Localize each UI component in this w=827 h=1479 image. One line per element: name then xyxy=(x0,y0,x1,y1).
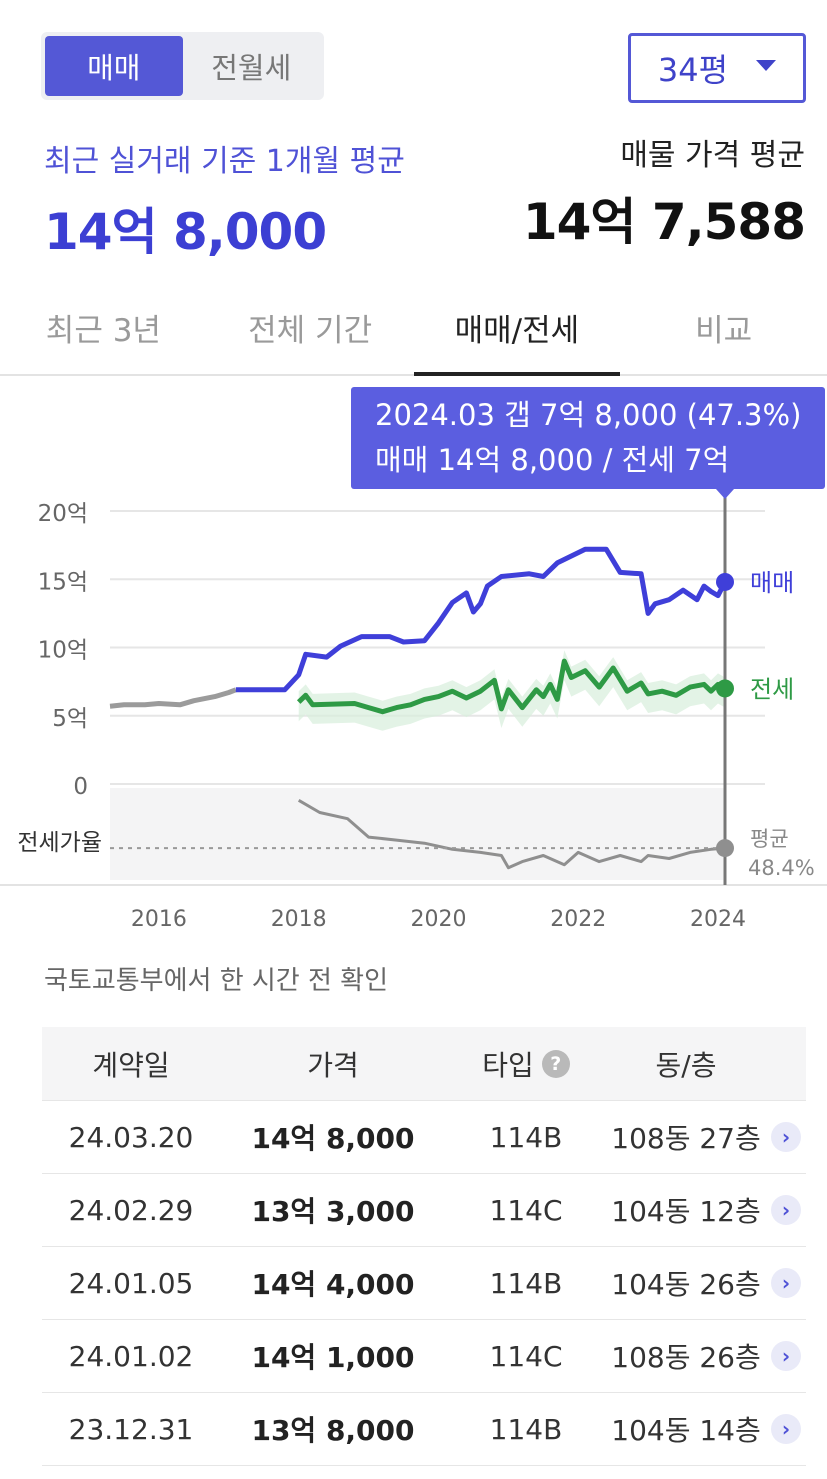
ratio-average-value: 48.4% xyxy=(748,856,815,880)
tab-compare[interactable]: 비교 xyxy=(695,312,753,349)
table-row[interactable]: 24.01.05 14억 4,000 114B 104동 26층 › xyxy=(42,1247,806,1320)
series-line-lease xyxy=(296,658,727,715)
table-row[interactable]: 23.12.31 13억 8,000 114B 104동 14층 › xyxy=(42,1393,806,1466)
sale-end-label: 매매 xyxy=(750,569,794,597)
x-tick-label: 2018 xyxy=(271,907,327,932)
row-type: 114B xyxy=(489,1412,563,1446)
header-type-label: 타입 xyxy=(482,1048,534,1082)
size-select[interactable]: 34평 xyxy=(628,33,806,103)
period-tabs: 최근 3년 전체 기간 매매/전세 비교 xyxy=(0,280,827,376)
table-row[interactable]: 24.02.29 13억 3,000 114C 104동 12층 › xyxy=(42,1174,806,1247)
toggle-sale-button[interactable]: 매매 xyxy=(45,36,183,96)
lease-end-dot xyxy=(716,679,734,698)
row-unit: 108동 27층 xyxy=(611,1122,761,1155)
listing-avg-value: 14억 7,588 xyxy=(522,193,806,251)
chevron-right-icon[interactable]: › xyxy=(771,1268,801,1298)
header-unit: 동/층 xyxy=(655,1048,717,1082)
row-date: 23.12.31 xyxy=(68,1412,194,1446)
tab-all-period[interactable]: 전체 기간 xyxy=(248,312,373,349)
row-type: 114C xyxy=(489,1339,563,1373)
table-row[interactable]: 24.03.20 14억 8,000 114B 108동 27층 › xyxy=(42,1101,806,1174)
series-line-ratio xyxy=(297,799,726,870)
chevron-right-icon[interactable]: › xyxy=(771,1122,801,1152)
row-unit: 104동 26층 xyxy=(611,1268,761,1301)
help-icon[interactable]: ? xyxy=(541,1049,570,1078)
listing-avg-label: 매물 가격 평균 xyxy=(620,138,805,173)
row-unit: 104동 12층 xyxy=(611,1195,761,1228)
table-row[interactable]: 24.01.02 14억 1,000 114C 108동 26층 › xyxy=(42,1320,806,1393)
y-tick-label: 15억 xyxy=(38,569,88,595)
row-type: 114B xyxy=(489,1266,563,1300)
header-type: 타입 ? xyxy=(446,1044,606,1084)
chevron-right-icon[interactable]: › xyxy=(771,1341,801,1371)
ratio-end-dot xyxy=(716,839,734,858)
row-type: 114C xyxy=(489,1193,563,1227)
tab-recent-3y[interactable]: 최근 3년 xyxy=(45,312,161,349)
caret-down-icon xyxy=(756,59,777,71)
x-tick-label: 2024 xyxy=(690,907,746,932)
transactions-table: 계약일 가격 타입 ? 동/층 24.03.20 14억 8,000 114B … xyxy=(42,1027,806,1466)
tooltip-line-2: 매매 14억 8,000 / 전세 7억 xyxy=(375,443,730,477)
row-date: 24.01.02 xyxy=(68,1339,194,1373)
source-note: 국토교통부에서 한 시간 전 확인 xyxy=(44,966,389,996)
history-line xyxy=(109,687,237,709)
row-price: 14억 4,000 xyxy=(251,1268,415,1301)
tooltip-pointer xyxy=(716,489,734,499)
row-type: 114B xyxy=(489,1120,563,1154)
table-header: 계약일 가격 타입 ? 동/층 xyxy=(42,1027,806,1101)
size-select-value: 34평 xyxy=(657,51,729,89)
x-tick-label: 2022 xyxy=(550,907,606,932)
sale-end-dot xyxy=(716,572,734,591)
x-tick-label: 2020 xyxy=(410,907,466,932)
x-tick-label: 2016 xyxy=(131,907,187,932)
row-date: 24.02.29 xyxy=(68,1193,194,1227)
row-unit: 108동 26층 xyxy=(611,1341,761,1374)
row-price: 13억 8,000 xyxy=(251,1414,415,1447)
y-tick-label: 10억 xyxy=(38,638,88,664)
y-tick-label: 20억 xyxy=(38,501,88,527)
recent-avg-value: 14억 8,000 xyxy=(44,203,327,261)
trade-type-toggle: 매매 전월세 xyxy=(41,32,324,100)
tooltip-line-1: 2024.03 갭 7억 8,000 (47.3%) xyxy=(375,398,802,432)
row-unit: 104동 14층 xyxy=(611,1414,761,1447)
toggle-rent-button[interactable]: 전월세 xyxy=(211,51,292,85)
chevron-right-icon[interactable]: › xyxy=(771,1195,801,1225)
row-date: 24.01.05 xyxy=(68,1266,194,1300)
recent-avg-label: 최근 실거래 기준 1개월 평균 xyxy=(44,144,405,179)
ratio-axis-label: 전세가율 xyxy=(17,830,102,856)
chevron-right-icon[interactable]: › xyxy=(771,1414,801,1444)
chart-tooltip: 2024.03 갭 7억 8,000 (47.3%) 매매 14억 8,000 … xyxy=(351,387,825,489)
row-date: 24.03.20 xyxy=(68,1120,194,1154)
series-line-sale xyxy=(235,546,728,693)
ratio-band xyxy=(110,788,725,880)
y-tick-label: 0 xyxy=(73,774,88,800)
header-price: 가격 xyxy=(307,1048,359,1082)
y-tick-label: 5억 xyxy=(52,706,88,732)
lease-end-label: 전세 xyxy=(750,675,794,703)
row-price: 14억 1,000 xyxy=(251,1341,415,1374)
header-date: 계약일 xyxy=(92,1048,170,1082)
ratio-average-label: 평균 xyxy=(750,827,789,851)
tab-sale-lease[interactable]: 매매/전세 xyxy=(413,280,621,376)
row-price: 14억 8,000 xyxy=(251,1122,415,1155)
price-chart-svg: 20억 15억 10억 5억 0 2016 2018 2020 2022 2024 매매전세전세가율… xyxy=(0,488,827,932)
row-price: 13억 3,000 xyxy=(251,1195,415,1228)
